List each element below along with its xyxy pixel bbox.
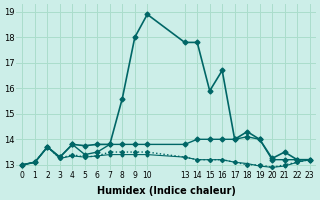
- X-axis label: Humidex (Indice chaleur): Humidex (Indice chaleur): [97, 186, 236, 196]
